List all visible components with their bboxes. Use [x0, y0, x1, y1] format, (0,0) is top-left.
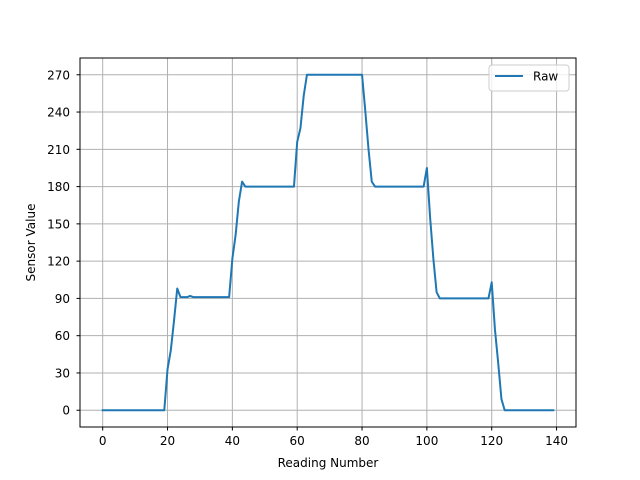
x-tick-label: 60: [290, 434, 305, 448]
x-axis-label: Reading Number: [278, 456, 379, 470]
y-tick-label: 30: [55, 366, 70, 380]
y-tick-label: 270: [47, 68, 70, 82]
x-tick-label: 80: [354, 434, 369, 448]
y-tick-label: 150: [47, 217, 70, 231]
y-tick-label: 180: [47, 180, 70, 194]
y-tick-label: 90: [55, 292, 70, 306]
series-layer: [101, 73, 555, 412]
x-tick-label: 20: [160, 434, 175, 448]
y-tick-label: 210: [47, 143, 70, 157]
y-tick-label: 0: [62, 404, 70, 418]
y-tick-label: 60: [55, 329, 70, 343]
legend-box: [488, 64, 570, 92]
plot-area-frame: [79, 57, 577, 428]
legend: Raw: [488, 64, 570, 92]
grid-lines: [80, 58, 576, 427]
y-tick-label: 120: [47, 255, 70, 269]
y-axis-label: Sensor Value: [24, 204, 38, 282]
axis-ticks: 0 20 40 60 80 100 120 140 0 30 60 90 120 150 180 210 240…: [47, 68, 568, 448]
legend-label-raw: Raw: [533, 70, 558, 84]
x-tick-label: 140: [545, 434, 568, 448]
x-tick-label: 40: [225, 434, 240, 448]
x-tick-label: 100: [415, 434, 438, 448]
x-tick-label: 120: [480, 434, 503, 448]
y-tick-label: 240: [47, 106, 70, 120]
x-tick-label: 0: [99, 434, 107, 448]
series-line-raw: [101, 73, 555, 412]
